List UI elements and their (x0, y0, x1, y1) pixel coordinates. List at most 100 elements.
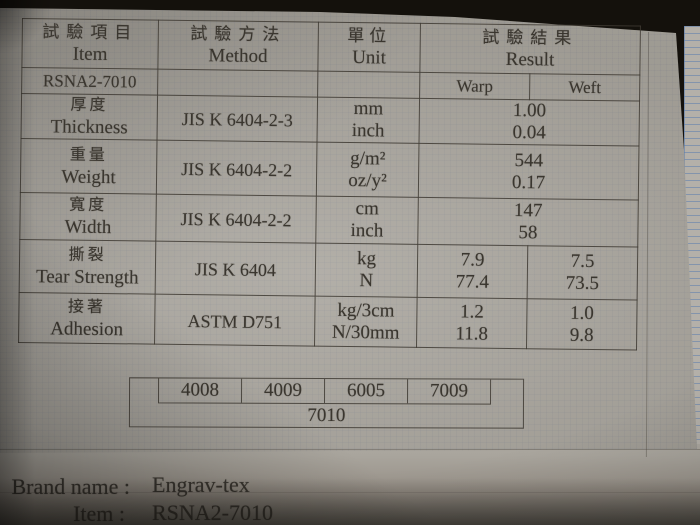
item-name-cell: 撕裂 Tear Strength (19, 239, 156, 295)
unit-line: cm (355, 198, 379, 220)
item-name-en: Weight (61, 165, 116, 188)
unit-line: kg (356, 248, 377, 270)
warp-value: 7.9 (460, 249, 485, 271)
result-value: 1.00 (512, 100, 547, 122)
result-value: 544 (514, 149, 544, 171)
empty-cell (157, 69, 318, 98)
header-method-en: Method (208, 45, 268, 68)
header-item-en: Item (72, 43, 108, 66)
weft-value: 7.5 (570, 250, 595, 273)
weft-header-cell: Weft (529, 73, 640, 102)
item-name-zh: 撕裂 (68, 246, 107, 265)
unit-cell: g/m² oz/y² (316, 142, 419, 198)
grade-number-table: 4008 4009 6005 7009 7010 (128, 377, 525, 429)
item-name-en: Tear Strength (35, 266, 139, 289)
item-name-cell: 寬度 Width (19, 192, 157, 242)
row-weight: 重量 Weight JIS K 6404-2-2 g/m² oz/y² 544 (20, 138, 639, 201)
unit-line: g/m² (350, 147, 386, 169)
row-width: 寬度 Width JIS K 6404-2-2 cm inch 147 (19, 192, 639, 248)
weft-result-cell: 1.0 9.8 (526, 298, 638, 351)
unit-cell: mm inch (317, 97, 420, 144)
result-value: 58 (518, 222, 538, 244)
grade-merged-cell: 7010 (307, 404, 346, 427)
item-name-zh: 寬度 (69, 196, 108, 215)
weft-value: 73.5 (565, 272, 600, 295)
method-cell: JIS K 6404 (155, 241, 316, 297)
method-cell: ASTM D751 (154, 294, 316, 347)
item-name-en: Adhesion (50, 317, 124, 340)
item-name-cell: 厚度 Thickness (21, 93, 158, 141)
warp-result-cell: 7.9 77.4 (417, 244, 528, 299)
warp-label: Warp (456, 75, 494, 96)
method-cell: JIS K 6404-2-2 (156, 140, 318, 197)
header-cell-unit: 單位 Unit (317, 22, 421, 73)
item-name-en: Width (64, 216, 112, 239)
header-item-zh: 試驗項目 (42, 22, 139, 43)
brand-name-label: Brand name : (11, 474, 130, 499)
result-cell: 544 0.17 (418, 143, 639, 201)
result-value: 0.04 (512, 122, 546, 144)
method-value: JIS K 6404-2-2 (181, 158, 293, 180)
row-adhesion: 接著 Adhesion ASTM D751 kg/3cm N/30mm 1.2 (18, 292, 638, 351)
result-cell: 147 58 (417, 197, 639, 248)
row-thickness: 厚度 Thickness JIS K 6404-2-3 mm inch 1.00 (21, 93, 640, 147)
warp-header-cell: Warp (419, 72, 530, 100)
unit-line: oz/y² (348, 169, 387, 191)
test-report-table: 試驗項目 Item 試驗方法 Method 單位 Unit (18, 18, 641, 351)
spec-code: RSNA2-7010 (42, 70, 137, 91)
unit-line: N (359, 270, 374, 292)
row-tear-strength: 撕裂 Tear Strength JIS K 6404 kg N 7.9 (19, 239, 638, 301)
unit-line: inch (351, 120, 385, 142)
header-unit-en: Unit (352, 47, 387, 69)
item-name-en: Thickness (50, 116, 128, 139)
paper-crease-line (0, 449, 700, 450)
item-name-zh: 重量 (69, 146, 108, 164)
item-name-zh: 接著 (67, 298, 107, 316)
unit-cell: kg/3cm N/30mm (314, 296, 418, 348)
header-cell-result: 試驗結果 Result (419, 23, 641, 76)
unit-cell: kg N (315, 243, 418, 298)
warp-value: 11.8 (455, 322, 489, 345)
warp-value: 77.4 (455, 271, 490, 293)
empty-cell (317, 71, 420, 99)
unit-cell: cm inch (315, 196, 419, 245)
table-header-row: 試驗項目 Item 試驗方法 Method 單位 Unit (21, 18, 641, 76)
method-value: JIS K 6404 (194, 259, 277, 281)
header-result-zh: 試驗結果 (482, 27, 579, 48)
unit-line: mm (353, 98, 384, 120)
grade-cell: 4008 (159, 378, 243, 403)
result-value: 0.17 (511, 171, 546, 193)
method-value: ASTM D751 (187, 310, 283, 332)
item-name-cell: 接著 Adhesion (18, 292, 156, 345)
item-name-zh: 厚度 (70, 96, 109, 115)
grade-cell: 7009 (430, 380, 469, 402)
result-value: 147 (513, 200, 543, 222)
method-cell: JIS K 6404-2-3 (157, 95, 318, 143)
graph-paper-sheet (0, 8, 697, 453)
warp-result-cell: 1.2 11.8 (416, 297, 528, 349)
paper-crease-line (0, 492, 700, 493)
header-result-en: Result (505, 48, 555, 71)
warp-value: 1.2 (459, 300, 484, 323)
method-cell: JIS K 6404-2-2 (155, 194, 317, 244)
unit-line: N/30mm (331, 321, 400, 344)
brand-name-value: Engrav-tex (152, 472, 250, 497)
item-value: RSNA2-7010 (152, 500, 274, 525)
grade-cell: 6005 (325, 378, 409, 404)
unit-line: kg/3cm (337, 299, 395, 322)
grade-cell: 4009 (242, 378, 326, 403)
weft-value: 9.8 (569, 324, 594, 346)
weft-value: 1.0 (569, 302, 594, 324)
header-unit-zh: 單位 (347, 25, 392, 46)
grade-number-row: 4008 4009 6005 7009 (157, 378, 492, 405)
result-cell: 1.00 0.04 (418, 98, 640, 147)
header-cell-method: 試驗方法 Method (157, 20, 319, 72)
weft-result-cell: 7.5 73.5 (527, 245, 638, 301)
header-cell-item: 試驗項目 Item (21, 18, 159, 70)
method-value: JIS K 6404-2-3 (181, 108, 293, 131)
weft-label: Weft (568, 77, 602, 97)
item-name-cell: 重量 Weight (20, 138, 158, 195)
header-method-zh: 試驗方法 (190, 24, 287, 45)
method-value: JIS K 6404-2-2 (180, 208, 292, 231)
